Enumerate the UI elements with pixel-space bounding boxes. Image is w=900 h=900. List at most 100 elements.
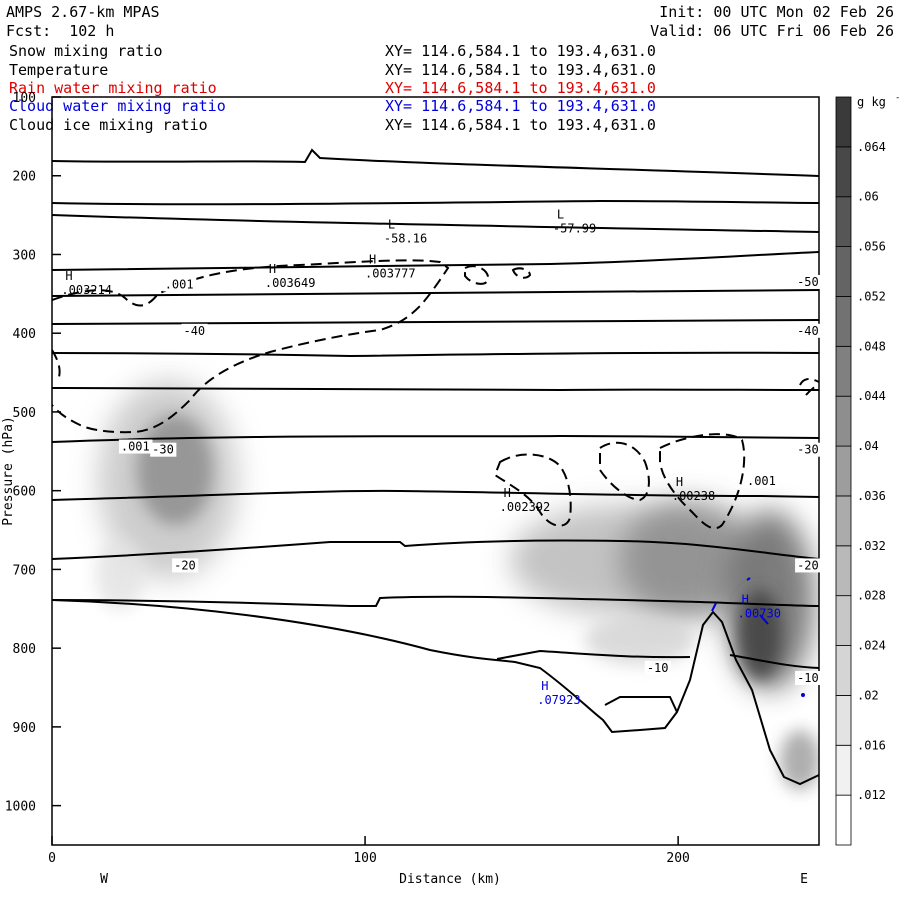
colorbar-level-label: .052	[857, 289, 886, 303]
colorbar-swatch	[835, 495, 852, 547]
extremum-kind: H	[269, 262, 276, 276]
colorbar-swatch	[835, 395, 852, 447]
x-tick-label: 100	[353, 851, 376, 866]
temperature-contour-label-bg	[181, 323, 208, 338]
temperature-contour-label-bg	[644, 660, 672, 675]
colorbar-level-label: .016	[857, 738, 886, 752]
field-name-cloud-water: Cloud water mixing ratio	[9, 97, 226, 115]
colorbar-level-label: .04	[857, 439, 879, 453]
extremum-kind: L	[388, 218, 395, 232]
temperature-contour-label-bg	[150, 442, 177, 457]
temp-contour	[52, 251, 819, 271]
field-name-cloud-ice: Cloud ice mixing ratio	[9, 116, 208, 134]
temperature-contour-label-bg	[795, 558, 822, 573]
valid-time: Valid: 06 UTC Fri 06 Feb 26	[650, 22, 894, 40]
extremum-value: .003649	[265, 276, 316, 290]
colorbar-swatch	[835, 794, 852, 846]
field-xy-snow: XY= 114.6,584.1 to 193.4,631.0	[385, 42, 656, 60]
temp-contour	[52, 489, 819, 501]
temperature-contour-label: -40	[797, 324, 819, 338]
cloud-water-contours	[711, 577, 769, 625]
extremum-value: .003214	[61, 283, 112, 297]
temperature-contour-label: -30	[152, 443, 174, 457]
snow-contour	[493, 453, 572, 527]
colorbar-level-label: .044	[857, 389, 886, 403]
temperature-contour-label-bg	[795, 274, 822, 289]
snow-contour	[52, 259, 450, 434]
colorbar-swatch	[835, 296, 852, 347]
chart-axes: 100 200 300 400 500 600 700 800 900 1000 0 100 200	[5, 91, 690, 866]
colorbar-level-label: .064	[857, 140, 886, 154]
field-xy-temperature: XY= 114.6,584.1 to 193.4,631.0	[385, 61, 656, 79]
chart-annotations: -50 -40 -40 -30 -30 -20 -20 -10 -10 .001 .001 .001 H…	[61, 207, 822, 707]
temp-contour	[52, 199, 819, 206]
y-tick-label: 400	[13, 327, 36, 342]
temperature-contour-label-bg	[795, 323, 822, 338]
snow-contour-label: .001	[165, 277, 194, 291]
colorbar-swatch	[835, 345, 852, 397]
colorbar-level-label: .036	[857, 489, 886, 503]
temperature-contour-label: -20	[174, 558, 196, 572]
colorbar-level-label: .056	[857, 240, 886, 254]
snow-contour-label: .001	[121, 440, 150, 454]
temp-contour	[52, 289, 819, 297]
temperature-contour-label: -10	[797, 671, 819, 685]
y-tick-label: 300	[13, 248, 36, 263]
extremum-kind: L	[557, 207, 564, 221]
field-name-rain: Rain water mixing ratio	[9, 79, 217, 97]
colorbar-swatch	[835, 146, 852, 198]
x-axis-label: Distance (km)	[399, 872, 501, 887]
temperature-contour-label-bg	[795, 671, 822, 686]
temp-contour	[604, 696, 678, 713]
extremum-value: -57.99	[553, 221, 596, 235]
x-tick-label: 200	[666, 851, 689, 866]
plot-frame	[51, 96, 820, 846]
temperature-contour-label: -30	[797, 443, 819, 457]
y-tick-label: 800	[13, 642, 36, 657]
field-xy-cloud-water: XY= 114.6,584.1 to 193.4,631.0	[385, 97, 656, 115]
temp-contour	[52, 214, 819, 233]
snow-contour-label: .001	[747, 474, 776, 488]
field-xy-rain: XY= 114.6,584.1 to 193.4,631.0	[385, 79, 656, 97]
colorbar-unit: g kg	[857, 95, 886, 109]
west-label: W	[100, 872, 108, 887]
extremum-kind: H	[541, 679, 548, 693]
init-time: Init: 00 UTC Mon 02 Feb 26	[659, 3, 894, 21]
temp-contour	[496, 649, 691, 660]
extremum-kind: H	[369, 252, 376, 266]
extremum-value: .07923	[537, 693, 580, 707]
extremum-value: .003777	[365, 266, 416, 280]
forecast-hour: Fcst: 102 h	[6, 22, 115, 40]
extremum-kind: H	[65, 269, 72, 283]
east-label: E	[800, 872, 808, 887]
extremum-value: .00238	[672, 489, 715, 503]
extremum-kind: H	[742, 592, 749, 606]
snow-contour	[511, 267, 532, 279]
y-tick-label: 100	[13, 91, 36, 106]
temp-contour	[52, 319, 819, 325]
snow-contour-label-bg	[118, 439, 153, 454]
colorbar-swatch	[835, 96, 852, 148]
colorbar-level-label: .06	[857, 190, 879, 204]
temp-contour	[52, 595, 819, 607]
colorbar-swatch	[835, 196, 852, 248]
colorbar-level-label: .012	[857, 788, 886, 802]
colorbar-swatch	[835, 695, 852, 746]
y-tick-label: 200	[13, 170, 36, 185]
colorbar-swatch	[835, 645, 852, 696]
temp-contour	[729, 654, 819, 669]
y-tick-label: 900	[13, 721, 36, 736]
colorbar-level-label: .032	[857, 539, 886, 553]
colorbar-swatch	[835, 545, 852, 597]
field-name-snow: Snow mixing ratio	[9, 42, 163, 60]
cloud-water-contour	[746, 577, 751, 581]
temp-contour	[52, 387, 819, 392]
colorbar-swatch	[835, 445, 852, 497]
colorbar-level-label: .048	[857, 339, 886, 353]
extremum-value: .002392	[500, 500, 551, 514]
colorbar-swatch	[835, 744, 852, 796]
cloud-water-contour	[711, 602, 717, 612]
temperature-contour-label-bg	[795, 442, 822, 457]
snow-contours	[52, 259, 819, 530]
